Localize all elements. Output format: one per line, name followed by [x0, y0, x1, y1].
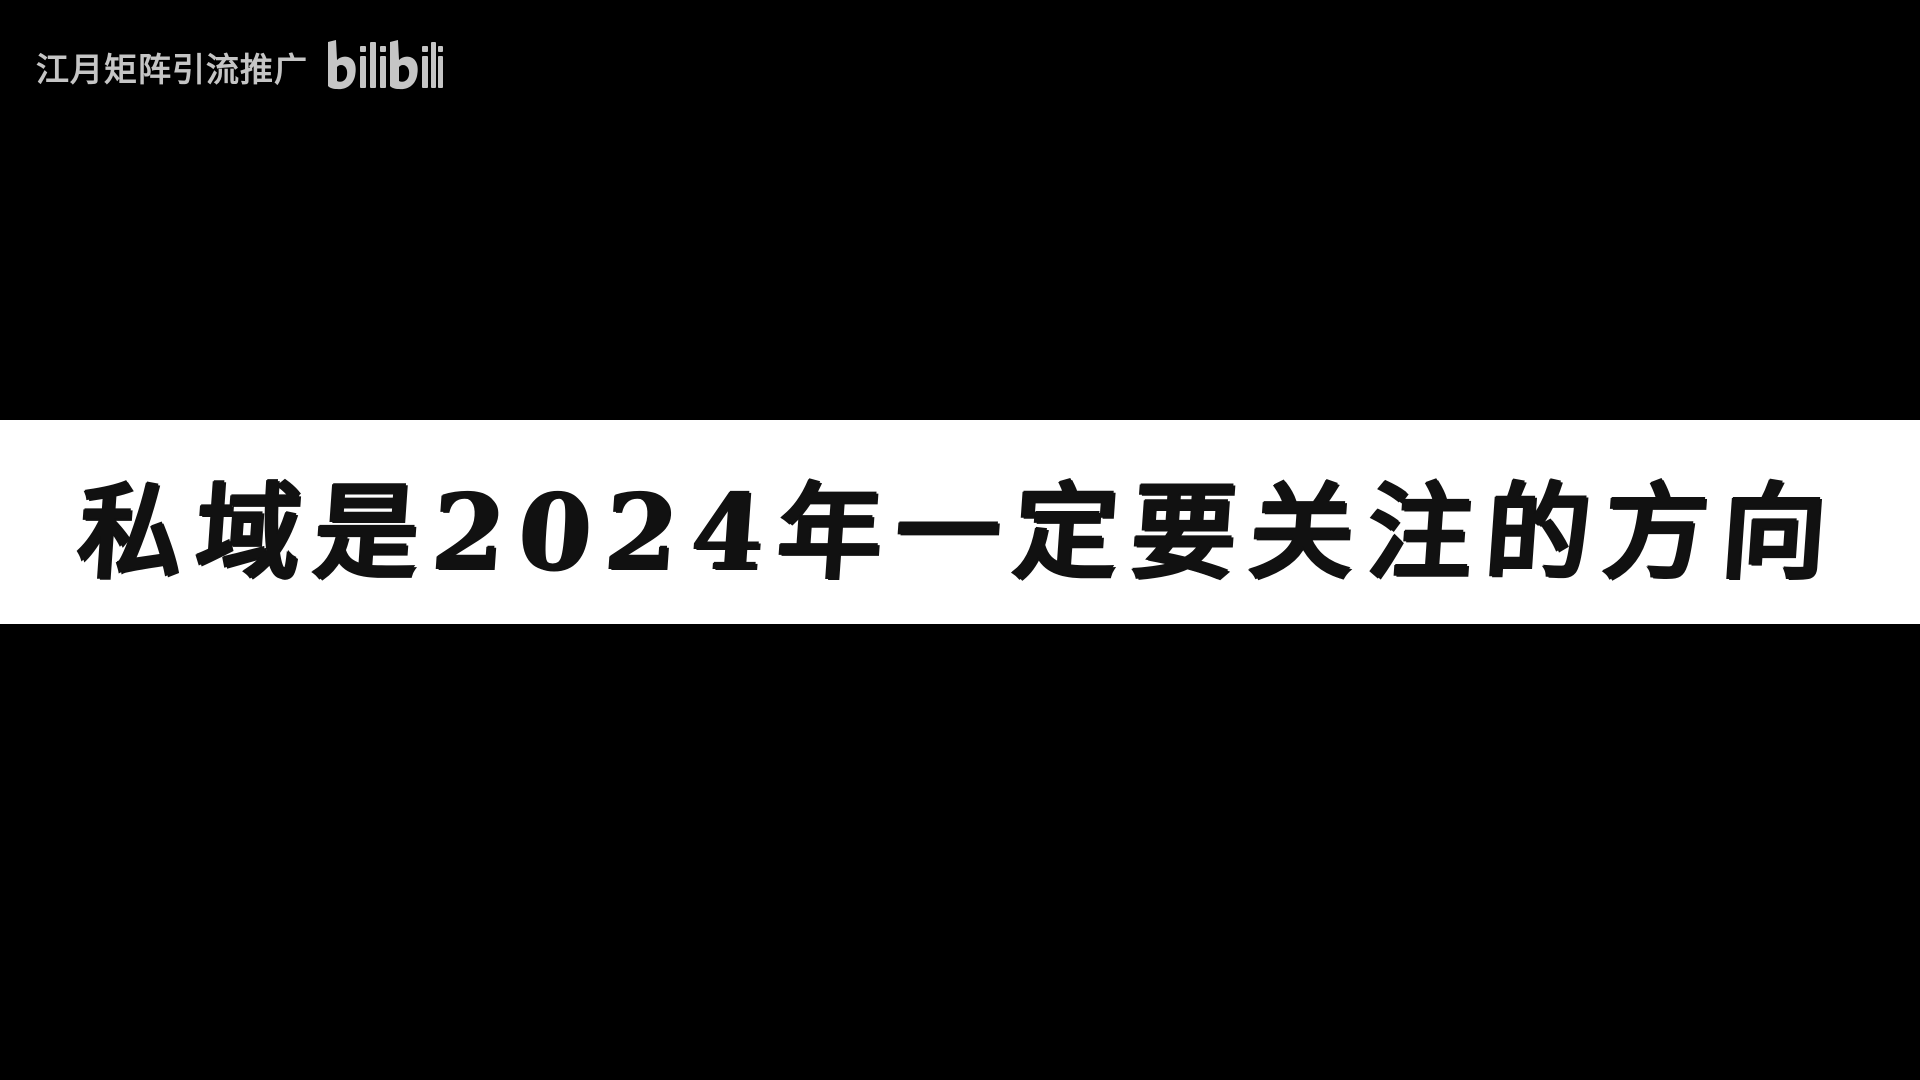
- channel-name: 江月矩阵引流推广: [36, 50, 308, 89]
- title-text: 私域是2024年一定要关注的方向: [74, 469, 1845, 593]
- channel-watermark: 江月矩阵引流推广: [36, 34, 444, 100]
- bilibili-logo: [328, 40, 443, 90]
- title-band: 私域是2024年一定要关注的方向: [0, 420, 1920, 624]
